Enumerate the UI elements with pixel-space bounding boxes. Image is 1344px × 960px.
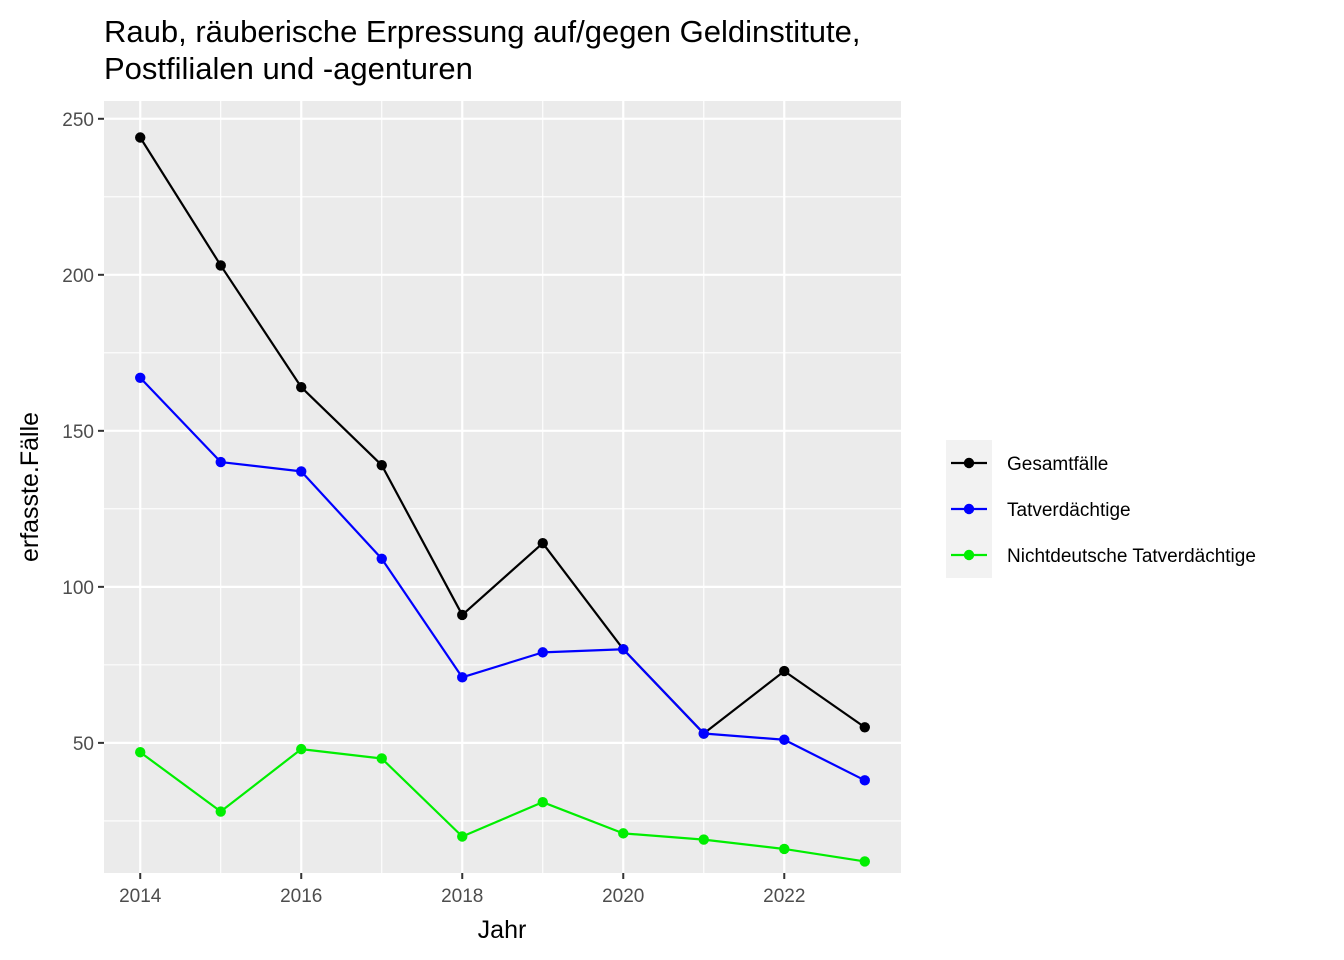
axes-layer: 2014 2016 2018 2020 2022 50 100 150 200 250 (62, 110, 805, 907)
data-point (215, 806, 226, 817)
data-point (698, 834, 709, 845)
data-point (376, 753, 387, 764)
data-point (376, 553, 387, 564)
x-axis-title: Jahr (478, 916, 527, 944)
legend: Gesamtfälle Tatverdächtige Nichtdeutsche T… (946, 440, 1256, 578)
series-line-2 (139, 748, 865, 863)
legend-key-point (963, 457, 975, 469)
data-point (779, 734, 790, 745)
legend-key-point (963, 503, 975, 515)
series-layer (135, 132, 870, 867)
legend-key-point (963, 549, 975, 561)
data-point (537, 796, 548, 808)
data-point (296, 466, 307, 477)
series-line-0 (139, 136, 866, 735)
data-point (457, 672, 468, 683)
legend-label: Gesamtfälle (1007, 454, 1108, 475)
y-axis-title: erfasste.Fälle (16, 412, 44, 562)
data-point (618, 644, 629, 655)
data-point (537, 647, 548, 658)
data-point (215, 260, 226, 271)
data-point (859, 775, 870, 786)
y-tick-label: 150 (62, 422, 94, 443)
x-tick-label: 2014 (119, 886, 162, 907)
data-point (135, 132, 146, 143)
series-line-1 (139, 377, 866, 782)
x-tick-label: 2020 (602, 886, 644, 907)
data-point (779, 665, 790, 677)
plot-panel (104, 101, 901, 873)
legend-label: Tatverdächtige (1007, 500, 1131, 521)
data-point (376, 459, 387, 471)
x-tick-label: 2022 (763, 886, 805, 907)
data-point (457, 609, 468, 621)
data-point (779, 843, 790, 855)
data-point (296, 381, 307, 393)
y-tick-label: 200 (62, 266, 94, 287)
data-point (859, 856, 870, 867)
data-point (135, 372, 146, 383)
data-point (859, 722, 870, 733)
data-point (537, 537, 548, 549)
y-tick-label: 50 (73, 734, 94, 755)
x-tick-label: 2016 (280, 886, 322, 907)
data-point (457, 831, 468, 842)
chart-title: Raub, räuberische Erpressung auf/gegen G… (104, 14, 861, 49)
legend-label: Nichtdeutsche Tatverdächtige (1007, 546, 1256, 567)
data-point (698, 728, 709, 739)
data-point (215, 456, 226, 468)
data-point (618, 828, 629, 839)
y-tick-label: 250 (62, 110, 94, 131)
y-tick-label: 100 (62, 578, 94, 599)
data-point (135, 747, 146, 758)
chart-subtitle: Postfilialen und -agenturen (104, 51, 473, 86)
data-point (296, 743, 307, 755)
x-tick-label: 2018 (441, 886, 483, 907)
